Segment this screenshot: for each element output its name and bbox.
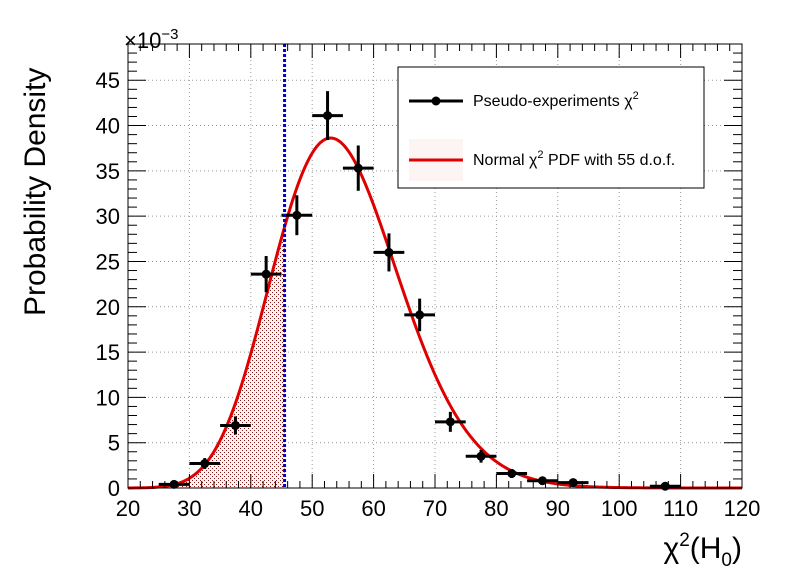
data-point	[189, 458, 221, 469]
data-point	[496, 468, 528, 479]
x-tick-label: 80	[484, 496, 508, 521]
y-multiplier: ×10−3	[124, 26, 178, 53]
data-point	[435, 411, 466, 432]
point-marker	[445, 417, 455, 427]
y-tick-label: 35	[96, 159, 120, 184]
x-tick-label: 110	[663, 496, 698, 521]
data-point	[312, 91, 343, 141]
point-marker	[230, 420, 240, 430]
data-point	[373, 233, 405, 272]
x-tick-label: 100	[601, 496, 638, 521]
point-marker	[415, 310, 425, 320]
y-tick-label: 30	[96, 204, 120, 229]
legend-label-points: Pseudo-experiments χ2	[473, 90, 639, 110]
x-tick-label: 20	[116, 496, 140, 521]
y-tick-label: 10	[96, 385, 120, 410]
point-marker	[353, 163, 363, 173]
point-marker	[261, 269, 271, 279]
point-marker	[537, 476, 547, 486]
point-marker	[200, 459, 210, 469]
point-marker	[323, 111, 333, 121]
point-marker	[568, 478, 578, 488]
data-point	[281, 195, 313, 236]
x-tick-label: 120	[724, 496, 761, 521]
y-tick-label: 5	[108, 431, 120, 456]
point-marker	[507, 469, 517, 479]
data-point	[527, 476, 558, 486]
point-marker	[476, 451, 486, 461]
y-tick-label: 40	[96, 114, 120, 139]
point-marker	[384, 247, 394, 257]
data-point	[465, 449, 497, 463]
legend-marker-point	[431, 96, 441, 106]
data-point	[250, 256, 282, 293]
data-point	[404, 298, 435, 332]
data-point	[557, 478, 589, 488]
y-tick-label: 45	[96, 68, 120, 93]
point-marker	[169, 479, 179, 489]
legend: Pseudo-experiments χ2 Normal χ2 PDF with…	[397, 66, 705, 189]
data-points-layer	[158, 91, 681, 491]
x-tick-label: 30	[177, 496, 201, 521]
y-tick-labels: 0 5 10 15 20 25 30 35 40 45	[96, 68, 120, 501]
y-axis-title: Probability Density	[19, 68, 52, 316]
x-axis-title: χ2(H0)	[663, 530, 742, 571]
x-tick-labels: 20 30 40 50 60 70 80 90 100 110 120	[116, 496, 761, 521]
axis-ticks	[127, 43, 743, 489]
x-tick-label: 40	[239, 496, 263, 521]
shaded-area	[158, 226, 285, 489]
y-tick-label: 0	[108, 476, 120, 501]
y-tick-label: 15	[96, 340, 120, 365]
y-tick-label: 25	[96, 249, 120, 274]
point-marker	[292, 210, 302, 220]
x-tick-label: 90	[546, 496, 570, 521]
data-point	[158, 479, 190, 489]
data-point	[342, 145, 374, 191]
y-tick-label: 20	[96, 295, 120, 320]
x-tick-label: 60	[361, 496, 385, 521]
shaded-region	[158, 226, 285, 489]
data-point	[220, 416, 251, 435]
legend-label-pdf: Normal χ2 PDF with 55 d.o.f.	[473, 149, 675, 169]
x-tick-label: 70	[423, 496, 447, 521]
x-tick-label: 50	[300, 496, 324, 521]
